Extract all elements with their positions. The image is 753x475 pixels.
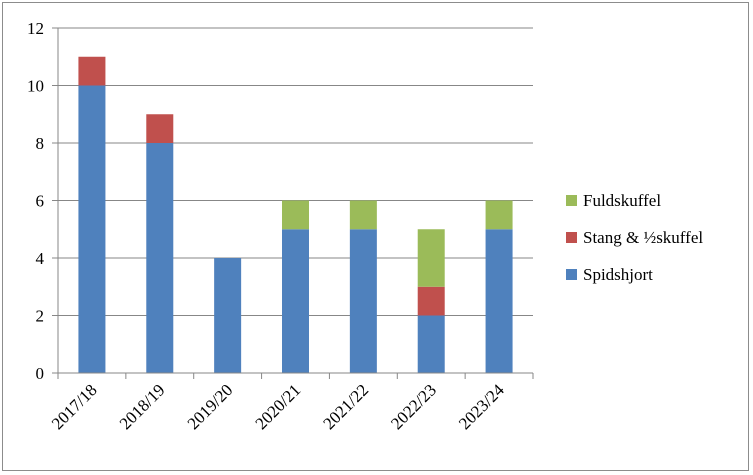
legend-swatch: [566, 269, 577, 280]
y-tick-label: 4: [36, 249, 45, 268]
legend-label: Stang & ½skuffel: [583, 228, 703, 247]
bar-fuldskuffel-2020-21: [282, 200, 309, 230]
bar-spidshjort-2018-19: [146, 143, 174, 373]
bar-spidshjort-2020-21: [282, 229, 309, 373]
y-tick-label: 8: [36, 134, 45, 153]
bar-spidshjort-2023-24: [485, 229, 513, 373]
x-tick-label: 2023/24: [455, 380, 508, 433]
y-tick-label: 0: [36, 364, 45, 383]
bar-stang-skuffel-2018-19: [146, 114, 174, 143]
bars: [78, 56, 513, 373]
x-tick-label: 2022/23: [387, 380, 440, 433]
legend-swatch: [566, 232, 577, 243]
y-tick-labels: 0 2 4 6 8 10 12: [27, 19, 45, 383]
x-tick-labels: 2017/18 2018/19 2019/20 2020/21 2021/22 2022/…: [48, 380, 508, 433]
x-tick-label: 2021/22: [319, 380, 372, 433]
x-tick-label: 2018/19: [116, 380, 169, 433]
y-tick-label: 6: [36, 192, 45, 211]
y-tick-label: 10: [27, 77, 44, 96]
grid-lines: [58, 27, 533, 316]
y-tick-label: 2: [36, 307, 45, 326]
bar-stang-skuffel-2022-23: [417, 286, 445, 316]
bar-spidshjort-2017-18: [78, 85, 106, 373]
bar-stang-skuffel-2017-18: [78, 56, 106, 86]
bar-fuldskuffel-2022-23: [417, 229, 445, 287]
bar-spidshjort-2021-22: [349, 229, 377, 373]
bar-spidshjort-2019-20: [214, 258, 242, 373]
x-tick-label: 2020/21: [251, 380, 304, 433]
legend-label: Fuldskuffel: [583, 191, 661, 210]
legend: Fuldskuffel Stang & ½skuffel Spidshjort: [566, 191, 703, 284]
bar-spidshjort-2022-23: [417, 315, 445, 373]
y-tick-label: 12: [27, 19, 44, 38]
x-tick-label: 2017/18: [48, 380, 101, 433]
bar-fuldskuffel-2021-22: [349, 200, 377, 230]
bar-fuldskuffel-2023-24: [485, 200, 513, 230]
legend-label: Spidshjort: [583, 265, 653, 284]
axes: [52, 27, 534, 379]
legend-swatch: [566, 195, 577, 206]
x-tick-label: 2019/20: [184, 380, 237, 433]
